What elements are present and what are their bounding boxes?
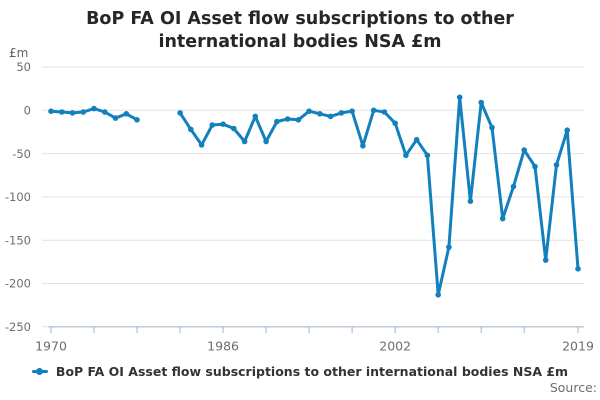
source-label: Source:	[549, 380, 597, 395]
data-point	[327, 113, 334, 120]
data-point	[80, 109, 87, 115]
data-point	[338, 110, 345, 116]
data-point	[435, 292, 442, 298]
data-point	[456, 94, 463, 101]
data-point	[499, 215, 506, 222]
data-point	[467, 198, 474, 204]
data-point	[59, 109, 65, 115]
legend-item[interactable]	[31, 367, 48, 376]
y-tick-label: -250	[5, 320, 31, 334]
data-point	[478, 99, 485, 106]
data-point	[542, 257, 549, 263]
data-point	[91, 105, 97, 112]
data-point	[263, 138, 269, 145]
data-point	[553, 162, 560, 168]
data-point	[564, 127, 570, 133]
data-point	[274, 118, 280, 125]
data-point	[575, 266, 581, 272]
data-point	[284, 116, 291, 122]
data-point	[295, 117, 302, 123]
data-point	[370, 107, 377, 114]
y-tick-label: -100	[5, 190, 31, 204]
data-point	[241, 138, 248, 145]
y-axis-unit-label: £m	[9, 46, 29, 60]
data-point	[521, 147, 527, 153]
data-point	[489, 124, 495, 131]
data-point	[403, 152, 409, 159]
x-tick-label: 1970	[35, 339, 67, 353]
data-point	[413, 136, 420, 143]
y-tick-label: 50	[16, 60, 31, 74]
data-point	[510, 183, 517, 190]
series-line	[48, 94, 581, 298]
x-tick-label: 1986	[207, 339, 239, 353]
x-tick-label: 2002	[379, 339, 411, 353]
data-point	[69, 110, 76, 116]
x-axis: 1970 1986 2002 2019	[35, 326, 594, 353]
legend-label: BoP FA OI Asset flow subscriptions to ot…	[55, 363, 569, 379]
data-point	[306, 108, 312, 114]
data-point	[392, 120, 399, 127]
y-tick-label: -150	[5, 233, 31, 247]
y-tick-label: 0	[24, 104, 31, 118]
series-path	[178, 95, 580, 297]
data-point	[123, 111, 130, 117]
series-path	[49, 107, 139, 122]
data-point	[188, 126, 194, 133]
data-point	[360, 143, 366, 149]
data-point	[424, 152, 431, 159]
data-point	[252, 113, 259, 120]
y-tick-label: -50	[12, 147, 31, 161]
data-point	[532, 163, 538, 170]
data-point	[220, 121, 226, 127]
data-point	[349, 108, 355, 114]
legend: BoP FA OI Asset flow subscriptions to ot…	[0, 361, 600, 381]
data-point	[381, 109, 388, 115]
data-point	[48, 108, 54, 114]
y-axis-labels: 50 0 -50 -100 -150 -200 -250	[5, 60, 31, 334]
data-point	[112, 115, 119, 121]
gridlines	[42, 66, 584, 328]
legend-dot-icon	[35, 367, 43, 375]
data-point	[102, 109, 108, 115]
data-point	[198, 142, 205, 148]
data-point	[209, 122, 216, 128]
data-point	[317, 111, 323, 117]
data-point	[177, 110, 183, 116]
data-point	[446, 244, 452, 250]
data-point	[134, 117, 140, 123]
chart-title: BoP FA OI Asset flow subscriptions to ot…	[86, 9, 514, 53]
y-tick-label: -200	[5, 277, 31, 291]
x-tick-label: 2019	[562, 339, 594, 353]
data-point	[231, 125, 237, 132]
